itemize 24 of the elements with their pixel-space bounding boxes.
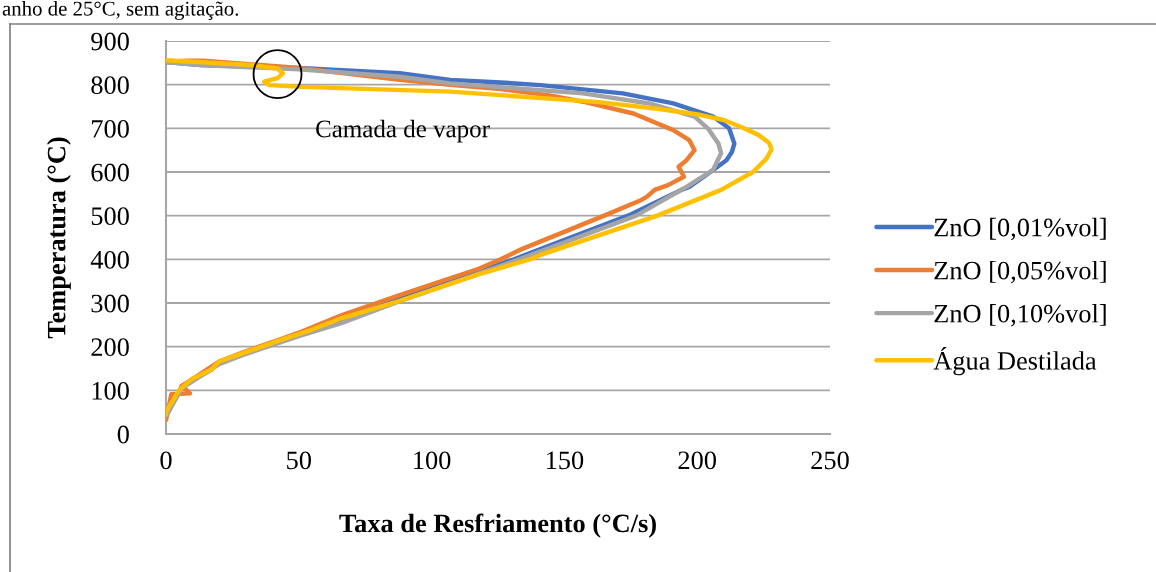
y-tick-label: 300 <box>91 294 129 313</box>
x-tick-label: 100 <box>414 451 451 470</box>
y-tick-label: 0 <box>117 425 129 444</box>
y-tick-label: 600 <box>91 163 129 182</box>
x-tick-label: 50 <box>287 451 311 470</box>
annotation: Camada de vapor <box>316 119 490 143</box>
x-tick-label: 0 <box>160 451 172 470</box>
y-tick-label: 400 <box>90 250 129 269</box>
legend-label: ZnO [0,10%vol] <box>934 304 1106 327</box>
x-tick-label: 200 <box>678 451 716 470</box>
x-axis-title: Taxa de Resfriamento (°C/s) <box>339 513 656 538</box>
y-tick-label: 500 <box>91 207 129 226</box>
y-axis-title: Temperatura (°C) <box>46 137 71 339</box>
x-tick-label: 150 <box>546 451 584 470</box>
legend-label: Água Destilada <box>933 346 1097 376</box>
x-tick-label: 250 <box>811 451 849 470</box>
legend-label: ZnO [0,05%vol] <box>934 260 1106 284</box>
y-tick-label: 900 <box>91 32 129 51</box>
text: anho de 25°C, sem agitação. <box>2 1 239 20</box>
y-tick-label: 200 <box>91 338 129 357</box>
y-tick-label: 700 <box>92 119 129 138</box>
legend-label: ZnO [0,01%vol] <box>934 217 1106 241</box>
y-tick-label: 800 <box>91 76 129 95</box>
y-tick-label: 100 <box>92 381 129 400</box>
